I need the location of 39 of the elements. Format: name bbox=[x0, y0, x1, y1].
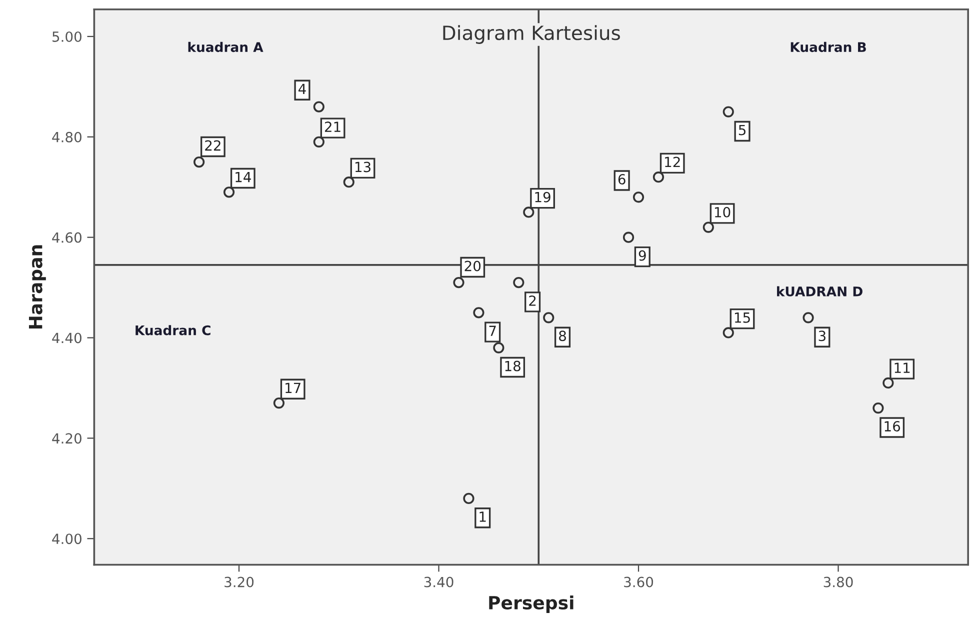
annotation: Kuadran B bbox=[790, 42, 866, 52]
annotation: 3 bbox=[818, 330, 826, 342]
annotation: 10 bbox=[714, 206, 730, 218]
y-tick-label: 4.60 bbox=[52, 232, 82, 243]
annotation: 14 bbox=[236, 172, 251, 182]
x-tick-label: 3.60 bbox=[624, 576, 654, 588]
annotation: 8 bbox=[559, 330, 566, 342]
annotation: 6 bbox=[618, 174, 626, 185]
x-tick-label: 3.80 bbox=[824, 576, 853, 588]
annotation: 19 bbox=[535, 192, 550, 202]
annotation: 16 bbox=[884, 421, 900, 432]
y-tick-label: 4.80 bbox=[52, 132, 82, 142]
annotation: 18 bbox=[505, 360, 520, 372]
annotation: 4 bbox=[298, 84, 306, 94]
y-tick-label: 4.00 bbox=[52, 534, 82, 544]
annotation: 21 bbox=[324, 122, 340, 132]
y-axis-title: Harapan bbox=[28, 245, 46, 329]
annotation: 12 bbox=[665, 156, 680, 168]
annotation: 13 bbox=[355, 162, 370, 172]
y-tick-label: 4.20 bbox=[52, 433, 82, 444]
x-axis-title: Persepsi bbox=[489, 596, 574, 613]
annotation: 1 bbox=[480, 512, 486, 522]
x-tick-label: 3.20 bbox=[224, 576, 254, 588]
y-tick-label: 5.00 bbox=[52, 31, 82, 42]
annotation: 11 bbox=[894, 362, 910, 373]
annotation: Kuadran C bbox=[136, 325, 210, 336]
annotation: 2 bbox=[529, 295, 536, 306]
annotation: 15 bbox=[734, 312, 750, 323]
annotation: 7 bbox=[489, 326, 496, 336]
annotation: 20 bbox=[464, 260, 481, 272]
annotation: 17 bbox=[286, 382, 300, 393]
annotation: kuadran A bbox=[188, 42, 264, 52]
y-tick-label: 4.40 bbox=[52, 332, 82, 344]
annotation: 9 bbox=[638, 250, 646, 261]
text: Diagram Kartesius bbox=[443, 25, 620, 44]
x-tick-label: 3.40 bbox=[424, 576, 454, 588]
annotation: kUADRAN D bbox=[777, 286, 862, 296]
annotation: 5 bbox=[738, 124, 746, 136]
annotation: 22 bbox=[205, 140, 220, 151]
